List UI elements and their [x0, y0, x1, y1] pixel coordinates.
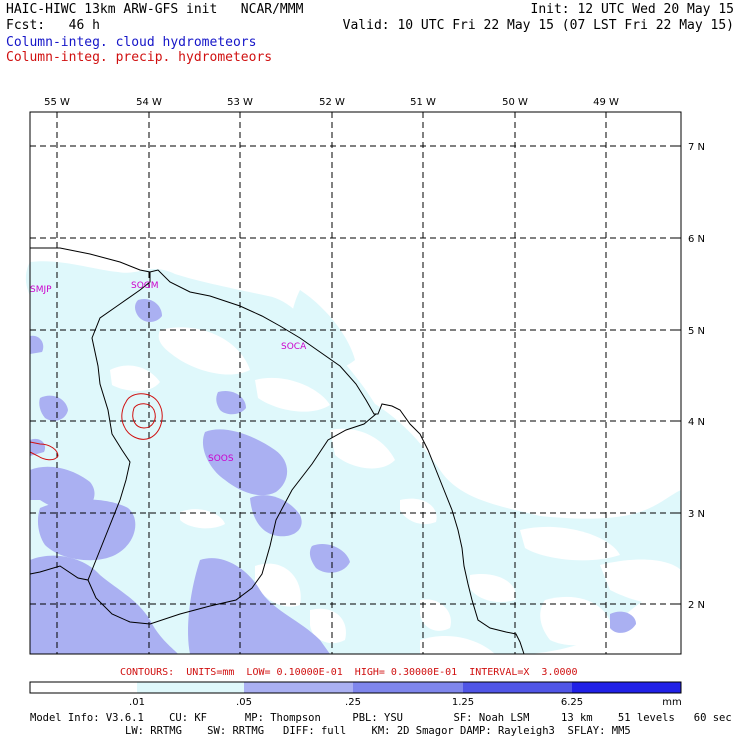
graticule — [30, 112, 681, 654]
station-soca: SOCA — [281, 342, 307, 352]
precip-contours — [29, 393, 163, 461]
colorbar-tick-1: .05 — [236, 697, 252, 708]
header-init: Init: 12 UTC Wed 20 May 15 — [530, 2, 735, 17]
contours-info: CONTOURS: UNITS=mm LOW= 0.10000E-01 HIGH… — [120, 667, 578, 678]
lat-label-5n: 5 N — [688, 326, 705, 337]
colorbar-unit: mm — [662, 697, 681, 708]
lon-label-49w: 49 W — [593, 97, 619, 108]
colorbar-tick-4: 6.25 — [561, 697, 583, 708]
lat-label-7n: 7 N — [688, 142, 705, 153]
lon-label-50w: 50 W — [502, 97, 528, 108]
station-soos: SOOS — [208, 454, 234, 464]
lon-label-53w: 53 W — [227, 97, 253, 108]
lon-label-52w: 52 W — [319, 97, 345, 108]
coastline — [29, 247, 525, 655]
colorbar — [29, 681, 682, 694]
header-fcst: Fcst: 46 h — [6, 18, 100, 33]
lat-label-4n: 4 N — [688, 417, 705, 428]
lon-label-54w: 54 W — [136, 97, 162, 108]
model-info-line1: Model Info: V3.6.1 CU: KF MP: Thompson P… — [30, 712, 732, 724]
colorbar-tick-2: .25 — [345, 697, 361, 708]
header-title: HAIC-HIWC 13km ARW-GFS init NCAR/MMM — [6, 2, 304, 17]
map-frame — [29, 111, 682, 655]
colorbar-tick-3: 1.25 — [452, 697, 474, 708]
precip-hydrometeors-label: Column-integ. precip. hydrometeors — [6, 50, 273, 65]
lon-label-55w: 55 W — [44, 97, 70, 108]
colorbar-tick-0: .01 — [129, 697, 145, 708]
lat-label-3n: 3 N — [688, 509, 705, 520]
lat-label-6n: 6 N — [688, 234, 705, 245]
shade-periwinkle — [30, 298, 636, 654]
shade-clear — [110, 327, 681, 654]
header-valid: Valid: 10 UTC Fri 22 May 15 (07 LST Fri … — [342, 18, 734, 33]
model-info-line2: LW: RRTMG SW: RRTMG DIFF: full KM: 2D Sm… — [125, 725, 631, 737]
lat-label-2n: 2 N — [688, 600, 705, 611]
station-sogm: SOGM — [131, 281, 159, 291]
cloud-hydrometeors-label: Column-integ. cloud hydrometeors — [6, 35, 257, 50]
station-smjp: SMJP — [30, 285, 52, 295]
lon-label-51w: 51 W — [410, 97, 436, 108]
